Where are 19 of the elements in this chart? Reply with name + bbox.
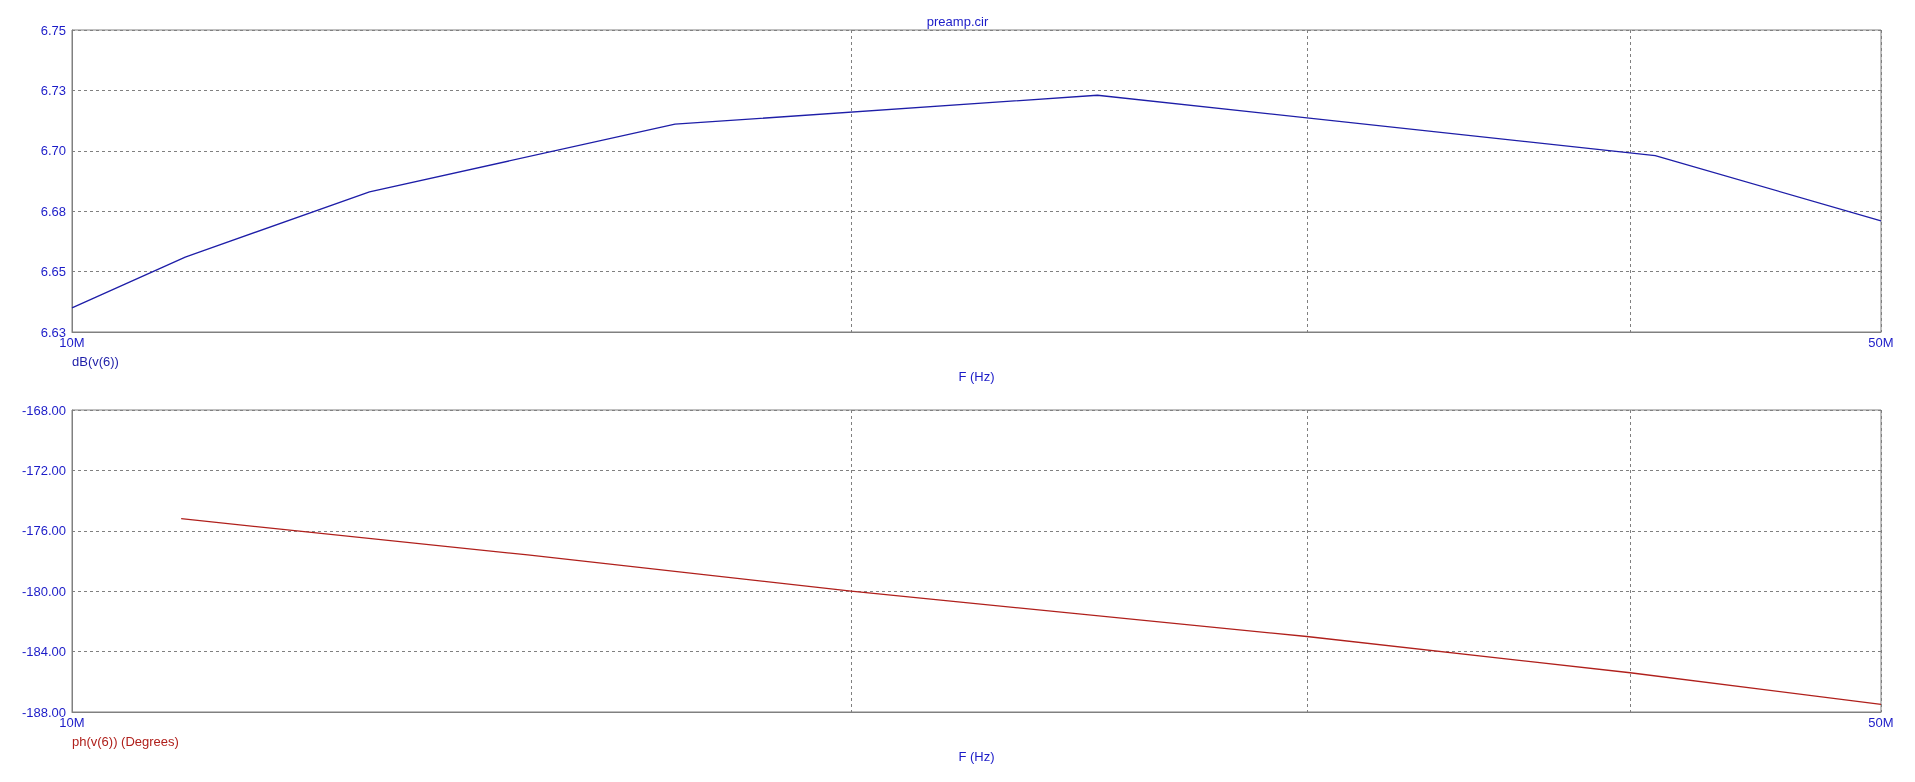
y-tick-label: -184.00	[21, 644, 66, 660]
y-tick-label: 6.75	[40, 22, 66, 38]
y-tick-label: 6.68	[40, 203, 66, 219]
x-tick-label: 50M	[1868, 335, 1894, 350]
y-tick-label: -176.00	[21, 523, 66, 539]
x-tick-label: 10M	[59, 715, 85, 730]
x-tick-label: 10M	[59, 335, 85, 350]
y-tick-label: 6.73	[40, 82, 66, 98]
text: dB(v(6))	[72, 354, 119, 369]
y-tick-label: -172.00	[21, 462, 66, 478]
y-tick-label: -168.00	[21, 402, 66, 418]
y-tick-label: 6.65	[40, 264, 66, 280]
chart-title: preamp.cir	[926, 14, 989, 29]
text: ph(v(6)) (Degrees)	[72, 734, 179, 749]
x-axis-title: F (Hz)	[958, 369, 995, 384]
x-tick-label: 50M	[1868, 715, 1894, 730]
x-axis-title: F (Hz)	[958, 749, 995, 764]
y-tick-label: -180.00	[21, 583, 66, 599]
y-tick-label: 6.70	[40, 143, 66, 159]
